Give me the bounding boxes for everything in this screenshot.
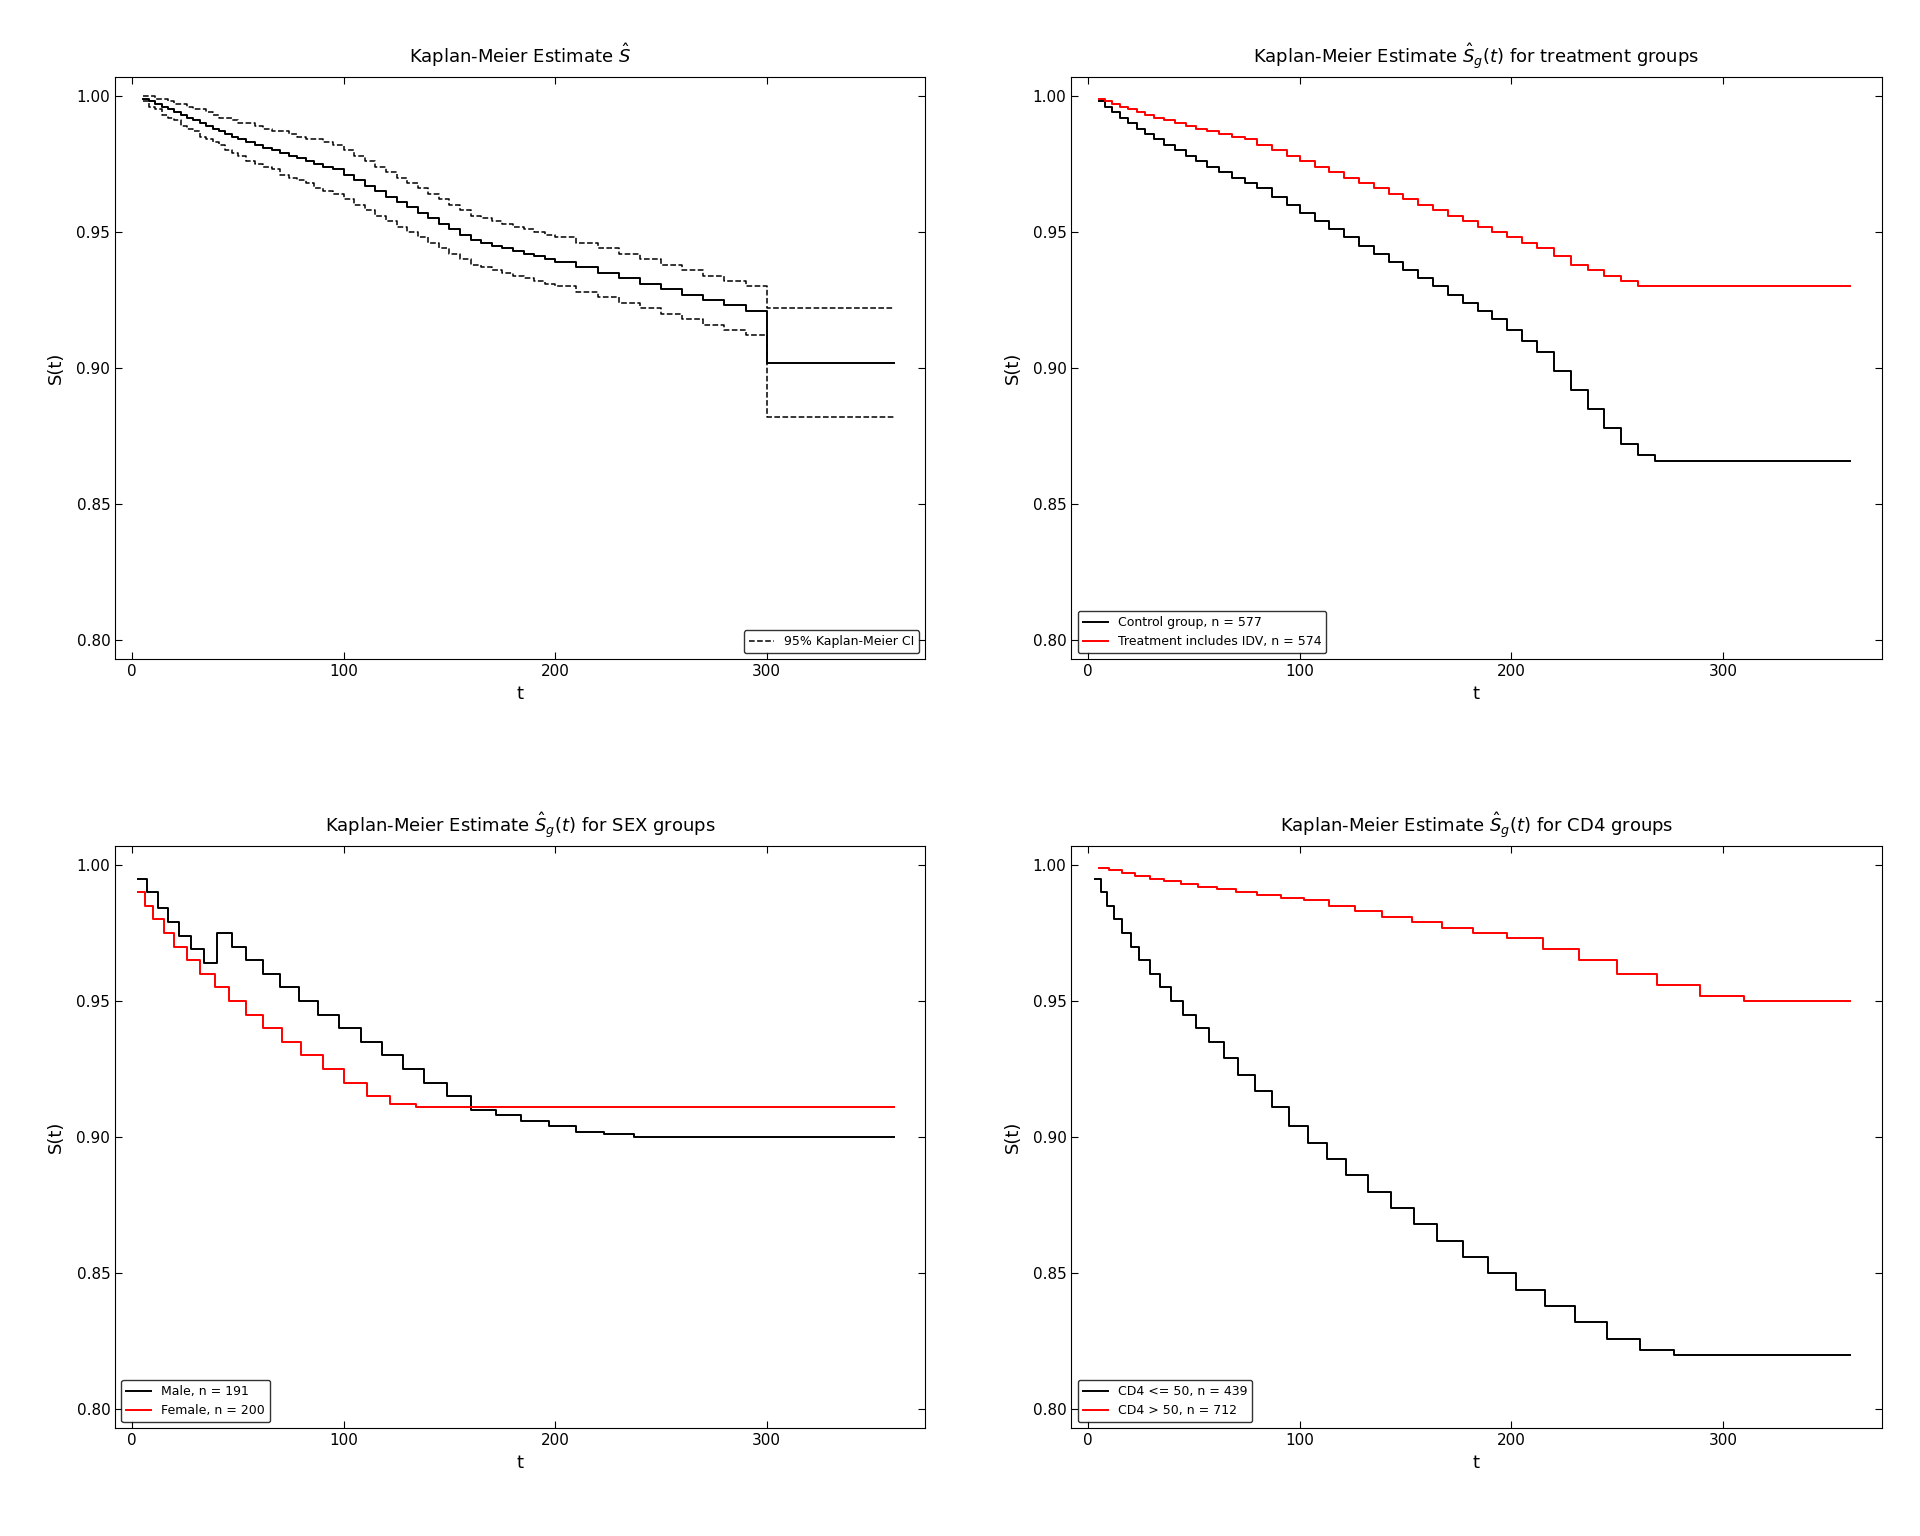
X-axis label: t: t xyxy=(516,1455,524,1471)
X-axis label: t: t xyxy=(1473,685,1480,703)
Y-axis label: S(t): S(t) xyxy=(48,1121,65,1154)
X-axis label: t: t xyxy=(1473,1455,1480,1471)
Y-axis label: S(t): S(t) xyxy=(48,352,65,384)
Title: Kaplan-Meier Estimate $\hat{S}$: Kaplan-Meier Estimate $\hat{S}$ xyxy=(409,41,632,69)
Title: Kaplan-Meier Estimate $\hat{S}_g(t)$ for CD4 groups: Kaplan-Meier Estimate $\hat{S}_g(t)$ for… xyxy=(1281,809,1672,840)
Title: Kaplan-Meier Estimate $\hat{S}_g(t)$ for treatment groups: Kaplan-Meier Estimate $\hat{S}_g(t)$ for… xyxy=(1254,41,1699,71)
Legend: CD4 <= 50, n = 439, CD4 > 50, n = 712: CD4 <= 50, n = 439, CD4 > 50, n = 712 xyxy=(1077,1379,1252,1422)
Y-axis label: S(t): S(t) xyxy=(1004,352,1021,384)
Y-axis label: S(t): S(t) xyxy=(1004,1121,1021,1154)
X-axis label: t: t xyxy=(516,685,524,703)
Legend: Male, n = 191, Female, n = 200: Male, n = 191, Female, n = 200 xyxy=(121,1379,271,1422)
Legend: 95% Kaplan-Meier CI: 95% Kaplan-Meier CI xyxy=(743,630,920,653)
Title: Kaplan-Meier Estimate $\hat{S}_g(t)$ for SEX groups: Kaplan-Meier Estimate $\hat{S}_g(t)$ for… xyxy=(324,809,716,840)
Legend: Control group, n = 577, Treatment includes IDV, n = 574: Control group, n = 577, Treatment includ… xyxy=(1077,611,1327,653)
